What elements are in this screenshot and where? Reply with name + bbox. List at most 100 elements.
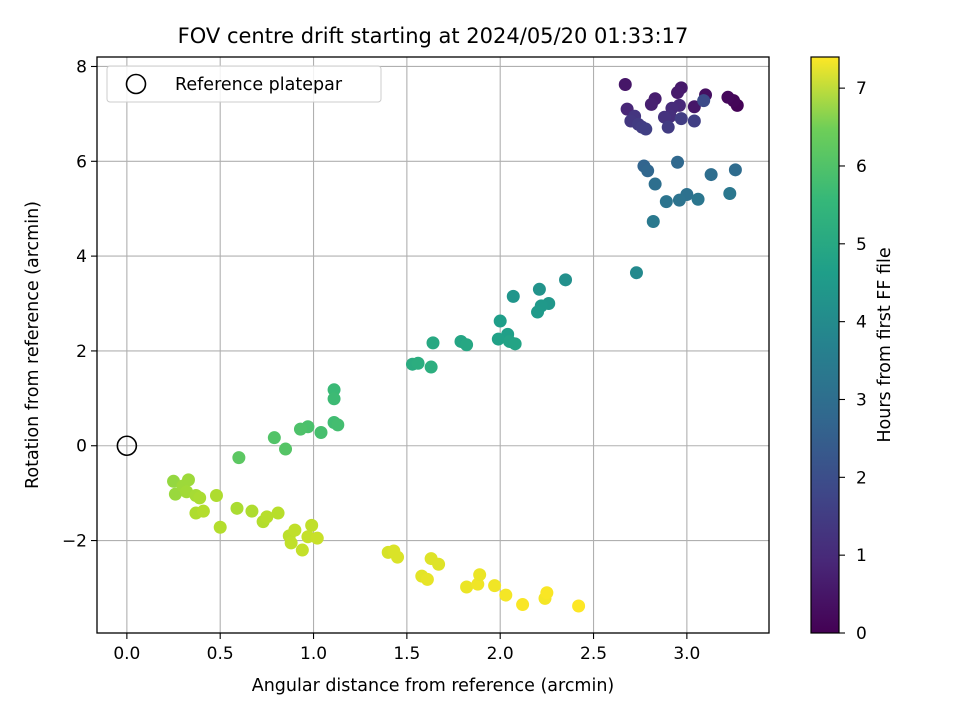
x-tick-label: 1.5 <box>393 644 420 664</box>
y-tick-label: 8 <box>76 57 87 77</box>
data-point <box>572 599 586 613</box>
legend-box <box>106 65 382 103</box>
data-point <box>420 572 434 586</box>
data-point <box>331 418 345 432</box>
data-point <box>245 504 259 518</box>
legend-label: Reference platepar <box>175 75 343 95</box>
data-point <box>327 392 341 406</box>
data-point <box>327 383 341 397</box>
data-point <box>232 451 246 465</box>
y-tick-label: 6 <box>76 152 87 172</box>
data-point <box>704 168 718 182</box>
data-point <box>723 187 737 201</box>
y-tick-label: −2 <box>62 532 87 552</box>
data-point <box>310 531 324 545</box>
data-point <box>661 120 675 134</box>
data-point <box>721 90 735 104</box>
data-point <box>305 518 319 532</box>
data-point <box>279 442 293 456</box>
data-point <box>687 114 701 128</box>
data-point <box>671 155 685 169</box>
x-axis-ticks: 0.0 0.5 1.0 1.5 2.0 2.5 3.0 <box>113 633 700 664</box>
reference-platepar-marker <box>116 435 138 457</box>
data-point <box>491 332 505 346</box>
plot-frame <box>96 56 770 634</box>
data-point <box>230 501 244 515</box>
chart-title: FOV centre drift starting at 2024/05/20 … <box>178 24 689 48</box>
legend: Reference platepar <box>106 65 382 103</box>
colorbar-tick-label: 7 <box>856 79 867 99</box>
data-point <box>260 510 274 524</box>
data-point <box>629 266 643 280</box>
x-tick-label: 3.0 <box>673 644 700 664</box>
colorbar-ticks: 0 1 2 3 4 5 6 7 <box>839 79 867 644</box>
data-point <box>508 337 522 351</box>
data-point <box>488 579 502 593</box>
data-point <box>213 520 227 534</box>
data-point <box>618 77 632 91</box>
data-point <box>657 110 671 124</box>
data-point <box>196 504 210 518</box>
data-point <box>209 489 223 503</box>
x-tick-label: 2.0 <box>487 644 514 664</box>
data-point <box>672 193 686 207</box>
data-point <box>648 177 662 191</box>
data-point <box>728 163 742 177</box>
data-point <box>499 588 513 602</box>
y-axis-label: Rotation from reference (arcmin) <box>23 201 43 489</box>
data-point <box>426 336 440 350</box>
data-point <box>674 112 688 126</box>
data-point <box>432 557 446 571</box>
x-tick-label: 0.5 <box>207 644 234 664</box>
data-point <box>641 164 655 178</box>
data-point <box>391 550 405 564</box>
data-point <box>687 100 701 114</box>
data-point <box>284 536 298 550</box>
colorbar-tick-label: 2 <box>856 468 867 488</box>
data-point <box>697 94 711 108</box>
colorbar-tick-label: 3 <box>856 390 867 410</box>
data-point <box>271 506 285 520</box>
data-point <box>644 97 658 111</box>
data-point <box>506 289 520 303</box>
x-tick-label: 1.0 <box>300 644 327 664</box>
colorbar-tick-label: 1 <box>856 546 867 566</box>
data-point <box>314 425 328 439</box>
data-point <box>540 586 554 600</box>
data-point <box>295 543 309 557</box>
data-point <box>288 523 302 537</box>
data-point <box>532 282 546 296</box>
data-point <box>424 360 438 374</box>
colorbar-tick-label: 0 <box>856 624 867 644</box>
data-point <box>659 195 673 209</box>
colorbar-label: Hours from first FF file <box>875 247 895 442</box>
data-point <box>671 86 685 100</box>
y-axis-ticks: −2 0 2 4 6 8 <box>62 57 97 552</box>
data-point <box>493 314 507 328</box>
x-tick-label: 2.5 <box>580 644 607 664</box>
scatter-points <box>167 77 744 613</box>
data-point <box>293 422 307 436</box>
data-point <box>411 356 425 370</box>
data-point <box>646 215 660 229</box>
x-axis-label: Angular distance from reference (arcmin) <box>252 676 615 696</box>
data-point <box>531 305 545 319</box>
data-point <box>460 580 474 594</box>
legend-marker <box>125 73 147 95</box>
y-tick-label: 2 <box>76 342 87 362</box>
y-tick-label: 0 <box>76 437 87 457</box>
data-point <box>559 273 573 287</box>
colorbar-tick-label: 4 <box>856 313 867 333</box>
data-point <box>181 473 195 487</box>
data-point <box>516 598 530 612</box>
data-point <box>193 491 207 505</box>
data-point <box>267 431 281 445</box>
data-point <box>473 568 487 582</box>
data-point <box>691 192 705 206</box>
colorbar-tick-label: 5 <box>856 235 867 255</box>
y-tick-label: 4 <box>76 247 87 267</box>
colorbar <box>810 56 840 634</box>
data-point <box>639 122 653 136</box>
x-tick-label: 0.0 <box>113 644 140 664</box>
